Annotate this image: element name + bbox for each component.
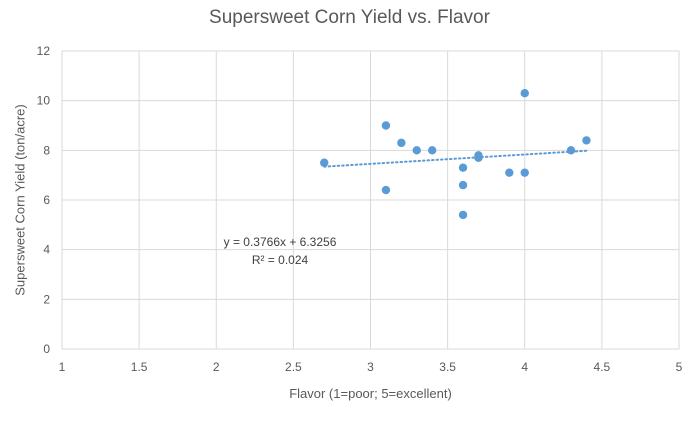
trendline-layer <box>323 149 588 168</box>
data-point <box>474 153 483 162</box>
gridlines <box>61 50 680 350</box>
x-axis-label: Flavor (1=poor; 5=excellent) <box>289 386 452 401</box>
chart-title: Supersweet Corn Yield vs. Flavor <box>209 7 490 28</box>
x-tick-label: 5 <box>676 360 683 374</box>
y-tick-label: 8 <box>43 143 50 157</box>
data-point <box>397 138 406 148</box>
data-point <box>320 158 329 167</box>
trendline-r-squared: R² = 0.024 <box>252 253 309 267</box>
y-axis-label: Supersweet Corn Yield (ton/acre) <box>12 104 28 296</box>
data-point <box>428 146 437 155</box>
y-tick-label: 12 <box>37 44 51 58</box>
x-tick-label: 4 <box>521 360 528 374</box>
x-tick-label: 3 <box>367 360 374 374</box>
y-tick-label: 2 <box>43 292 50 306</box>
data-point <box>458 210 468 220</box>
y-tick-label: 6 <box>43 193 50 207</box>
data-point <box>520 89 529 98</box>
x-tick-label: 1 <box>59 360 66 374</box>
trendline-annotation: y = 0.3766x + 6.3256 R² = 0.024 <box>224 235 337 267</box>
data-point <box>412 146 421 155</box>
y-tick-label: 4 <box>43 243 50 257</box>
tick-labels: 0 2 4 6 8 10 12 1 1.5 2 2.5 3 3.5 4 4.5 5 <box>37 44 683 374</box>
x-tick-label: 3.5 <box>439 360 456 374</box>
x-tick-label: 4.5 <box>594 360 611 374</box>
data-point <box>458 180 468 190</box>
x-tick-label: 2 <box>213 360 220 374</box>
data-points <box>320 89 591 220</box>
data-point <box>381 185 391 195</box>
trendline <box>323 149 588 168</box>
data-point <box>520 168 529 177</box>
data-point <box>582 136 591 145</box>
y-tick-label: 0 <box>43 342 50 356</box>
trendline-equation: y = 0.3766x + 6.3256 <box>224 235 337 249</box>
x-tick-label: 2.5 <box>285 360 302 374</box>
x-tick-label: 1.5 <box>131 360 148 374</box>
data-point <box>458 163 468 172</box>
data-point <box>381 121 391 130</box>
data-point <box>566 146 576 155</box>
data-point <box>505 168 514 177</box>
y-tick-label: 10 <box>37 94 51 108</box>
